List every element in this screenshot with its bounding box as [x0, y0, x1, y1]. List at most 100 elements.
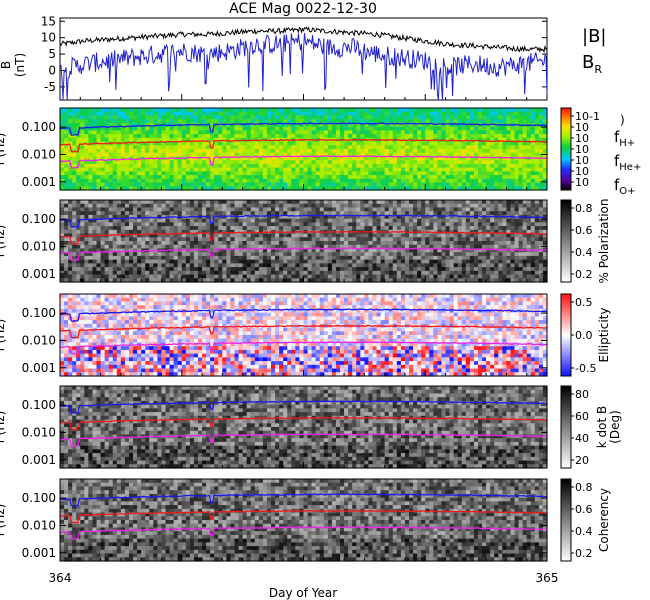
spectrogram-cell [490, 126, 495, 131]
spectrogram-cell [380, 160, 386, 165]
spectrogram-cell [275, 115, 280, 120]
spectrogram-cell [396, 175, 402, 180]
spectrogram-cell [149, 274, 154, 279]
spectrogram-cell [242, 255, 248, 261]
spectrogram-cell [120, 211, 126, 216]
spectrogram-cell [368, 178, 374, 184]
spectrogram-cell [258, 115, 264, 120]
spectrogram-cell [169, 160, 175, 165]
spectrogram-cell [364, 226, 370, 231]
spectrogram-cell [449, 152, 455, 158]
spectrogram-cell [80, 252, 85, 257]
spectrogram-cell [193, 200, 199, 205]
spectrogram-cell [380, 175, 386, 180]
spectrogram-cell [218, 145, 223, 150]
spectrogram-cell [437, 252, 443, 257]
spectrogram-cell [356, 160, 361, 165]
spectrogram-cell [189, 226, 195, 231]
spectrogram-cell [376, 111, 382, 117]
spectrogram-cell [295, 218, 301, 223]
spectrogram-cell [429, 171, 434, 176]
spectrogram-cell [335, 244, 341, 250]
spectrogram-cell [214, 163, 219, 169]
spectrogram-cell [392, 163, 398, 169]
spectrogram-cell [303, 152, 309, 158]
spectrogram-cell [421, 218, 426, 223]
spectrogram-cell [494, 119, 499, 124]
spectrogram-cell [392, 111, 398, 117]
spectrogram-cell [88, 149, 94, 154]
spectrogram-cell [153, 178, 158, 184]
spectrogram-cell [250, 248, 256, 253]
spectrogram-cell [145, 115, 150, 120]
spectrogram-cell [197, 178, 203, 184]
spectrogram-cell [161, 167, 167, 172]
spectrogram-cell [364, 237, 370, 242]
spectrogram-cell [473, 167, 479, 172]
spectrogram-cell [116, 222, 122, 227]
spectrogram-cell [331, 259, 337, 264]
spectrogram-cell [153, 244, 158, 250]
spectrogram-cell [226, 278, 232, 283]
spectrogram-cell [368, 115, 374, 120]
spectrogram-cell [400, 274, 406, 279]
spectrogram-cell [165, 160, 171, 165]
spectrogram-cell [80, 218, 85, 223]
spectrogram-cell [400, 263, 406, 268]
spectrogram-cell [185, 115, 191, 120]
spectrogram-cell [206, 233, 211, 238]
spectrogram-cell [433, 248, 439, 253]
spectrogram-cell [291, 218, 296, 223]
spectrogram-cell [100, 175, 106, 180]
spectrogram-cell [197, 203, 203, 209]
spectrogram-cell [307, 218, 313, 223]
spectrogram-cell [242, 141, 248, 146]
spectrogram-cell [518, 152, 524, 158]
spectrogram-cell [299, 207, 305, 212]
spectrogram-cell [506, 137, 512, 143]
spectrogram-cell [84, 175, 90, 180]
spectrogram-cell [348, 108, 353, 113]
spectrogram-cell [128, 134, 134, 139]
spectrogram-cell [287, 152, 292, 158]
spectrogram-cell [449, 259, 455, 264]
spectrogram-cell [449, 267, 455, 272]
spectrogram-cell [335, 122, 341, 128]
spectrogram-cell [76, 233, 81, 238]
spectrogram-cell [80, 274, 85, 279]
spectrogram-cell [518, 163, 524, 169]
spectrogram-cell [327, 278, 333, 283]
spectrogram-cell [92, 270, 98, 276]
spectrogram-cell [482, 160, 487, 165]
spectrogram-cell [331, 122, 337, 128]
spectrogram-cell [222, 267, 227, 272]
spectrogram-cell [307, 111, 313, 117]
spectrogram-cell [258, 171, 264, 176]
spectrogram-cell [404, 156, 410, 161]
spectrogram-cell [291, 130, 296, 135]
spectrogram-cell [368, 218, 374, 223]
spectrogram-cell [238, 175, 244, 180]
spectrogram-cell [124, 175, 130, 180]
spectrogram-cell [453, 167, 459, 172]
spectrogram-cell [409, 244, 414, 250]
spectrogram-cell [392, 122, 398, 128]
spectrogram-cell [392, 259, 398, 264]
spectrogram-cell [384, 149, 390, 154]
spectrogram-cell [421, 237, 426, 242]
spectrogram-cell [486, 156, 491, 161]
spectrogram-cell [437, 248, 443, 253]
spectrogram-cell [128, 267, 134, 272]
spectrogram-cell [96, 171, 102, 176]
spectrogram-cell [68, 111, 73, 117]
spectrogram-cell [388, 152, 394, 158]
spectrogram-cell [258, 203, 264, 209]
spectrogram-cell [80, 203, 85, 209]
spectrogram-cell [457, 119, 463, 124]
spectrogram-cell [177, 178, 183, 184]
spectrogram-cell [214, 211, 219, 216]
spectrogram-cell [254, 278, 260, 283]
spectrogram-cell [88, 274, 94, 279]
spectrogram-cell [230, 274, 236, 279]
